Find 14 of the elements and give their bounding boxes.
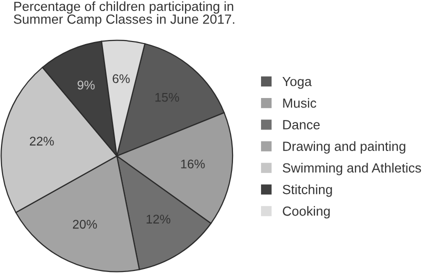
- data-label: 16%: [181, 160, 205, 168]
- data-label: 20%: [72, 220, 97, 229]
- chart-title: Percentage of children participating in Summer Camp Classes in June 2017.: [14, 1, 234, 26]
- legend-label: Stitching: [282, 184, 332, 197]
- data-label: 12%: [146, 214, 170, 224]
- legend-label: Music: [283, 98, 316, 108]
- legend-label: Drawing and painting: [283, 141, 406, 154]
- legend-label: Dance: [283, 120, 320, 130]
- data-label: 6%: [112, 74, 130, 84]
- legend-label: Yoga: [282, 76, 312, 89]
- data-label: 22%: [30, 136, 54, 146]
- data-label: 9%: [78, 80, 95, 90]
- legend-label: Swimming and Athletics: [282, 162, 422, 176]
- legend-label: Cooking: [282, 206, 330, 218]
